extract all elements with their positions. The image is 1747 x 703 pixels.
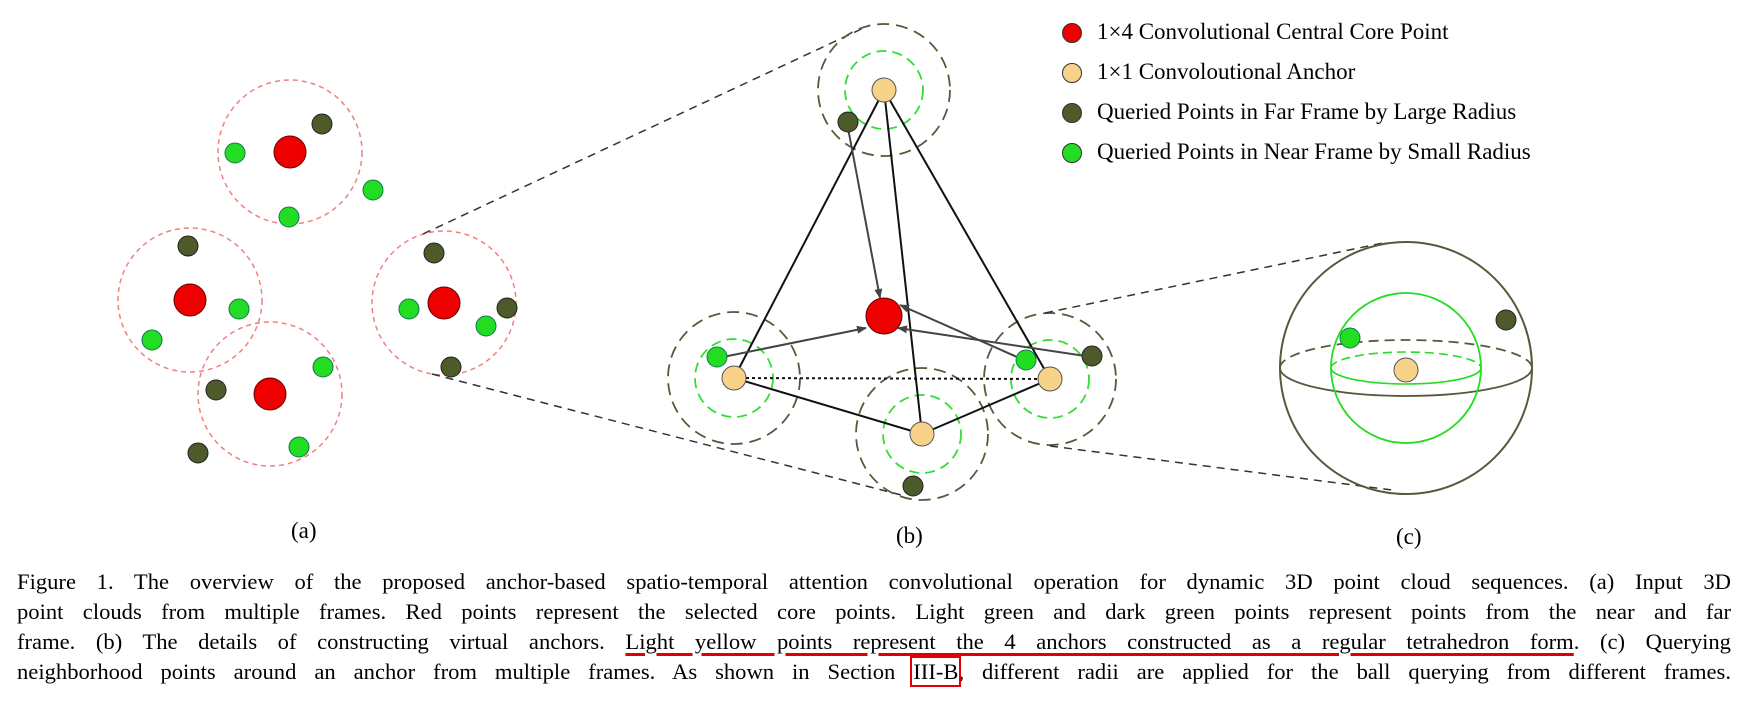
- zoom-line: [431, 373, 906, 497]
- near-point: [141, 329, 163, 351]
- panel-label-a: (a): [291, 518, 317, 543]
- far-point: [177, 235, 199, 257]
- far-point: [902, 475, 924, 497]
- legend-label: 1×4 Convolutional Central Core Point: [1097, 19, 1449, 44]
- near-point: [288, 436, 310, 458]
- near-point-icon: [1062, 143, 1082, 163]
- far-point: [440, 356, 462, 378]
- near-point: [398, 298, 420, 320]
- near-point: [475, 315, 497, 337]
- far-point: [496, 297, 518, 319]
- near-point: [224, 142, 246, 164]
- legend-label: Queried Points in Near Frame by Small Ra…: [1097, 139, 1531, 164]
- core-point-icon: [1062, 23, 1082, 43]
- query-circle: [197, 321, 343, 467]
- far-point: [1081, 345, 1103, 367]
- core-point: [865, 297, 903, 335]
- far-point: [205, 379, 227, 401]
- near-point: [1015, 349, 1037, 371]
- core-point: [273, 135, 307, 169]
- far-point: [423, 242, 445, 264]
- anchor-point: [1393, 357, 1419, 383]
- anchor-point: [909, 421, 935, 447]
- far-point: [1495, 309, 1517, 331]
- panel-label-c: (c): [1396, 524, 1422, 549]
- figure-diagram: [117, 23, 1533, 501]
- figure-caption: Figure 1. The overview of the proposed a…: [17, 567, 1731, 687]
- far-point: [311, 113, 333, 135]
- core-point: [427, 286, 461, 320]
- near-point: [1339, 327, 1361, 349]
- core-point: [173, 283, 207, 317]
- panel-label-b: (b): [896, 523, 923, 548]
- far-point: [837, 111, 859, 133]
- near-point: [228, 298, 250, 320]
- zoom-line: [1044, 242, 1384, 314]
- far-point: [187, 442, 209, 464]
- near-point: [312, 356, 334, 378]
- section-reference-link[interactable]: III-B: [910, 656, 962, 687]
- panel-b-diagram: [667, 23, 1117, 501]
- query-circle: [117, 227, 263, 373]
- caption-line: Figure 1. The overview of the proposed a…: [17, 569, 1731, 594]
- zoom-line: [422, 24, 871, 235]
- caption-line: frame. (b) The details of constructing v…: [17, 629, 1731, 654]
- panel-a-diagram: [117, 79, 518, 467]
- caption-line: neighborhood points around an anchor fro…: [17, 656, 1731, 687]
- far-point-icon: [1062, 103, 1082, 123]
- near-point: [706, 346, 728, 368]
- anchor-point: [1037, 366, 1063, 392]
- anchor-point-icon: [1062, 63, 1082, 83]
- panel-c-diagram: [1279, 241, 1533, 495]
- core-point: [253, 377, 287, 411]
- caption-line: point clouds from multiple frames. Red p…: [17, 599, 1731, 624]
- legend-label: Queried Points in Far Frame by Large Rad…: [1097, 99, 1517, 124]
- legend-label: 1×1 Convoloutional Anchor: [1097, 59, 1356, 84]
- near-point: [362, 179, 384, 201]
- highlighted-sentence: Light yellow points represent the 4 anch…: [625, 629, 1574, 654]
- anchor-point: [721, 365, 747, 391]
- near-point: [278, 206, 300, 228]
- zoom-line: [1049, 445, 1393, 491]
- anchor-point: [871, 77, 897, 103]
